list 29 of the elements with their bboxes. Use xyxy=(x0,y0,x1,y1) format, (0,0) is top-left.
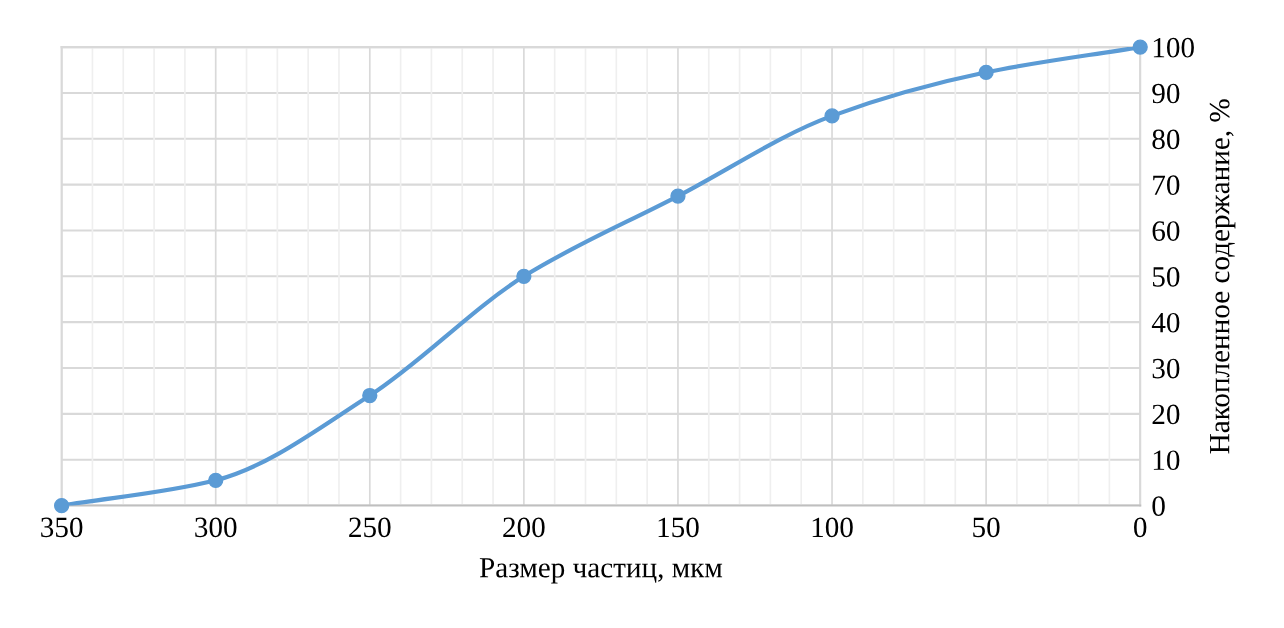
y-tick-label: 0 xyxy=(1152,496,1165,516)
y-tick-label: 80 xyxy=(1152,129,1180,150)
y-tick-label: 70 xyxy=(1153,175,1180,196)
y-axis-title: Накопленное содержание, % xyxy=(1209,99,1236,454)
x-tick-label: 300 xyxy=(195,517,237,538)
point xyxy=(516,268,532,284)
point xyxy=(1132,39,1148,55)
x-tick-label: 0 xyxy=(1134,517,1147,538)
y-tick-label: 60 xyxy=(1152,221,1180,241)
x-axis-title: Размер частиц, мкм xyxy=(479,558,723,584)
x-tick-label: 250 xyxy=(349,517,391,538)
y-tick-label: 20 xyxy=(1152,404,1180,425)
y-tick-label: 40 xyxy=(1151,312,1180,333)
x-tick-label: 200 xyxy=(503,517,545,538)
y-tick-label: 90 xyxy=(1152,83,1180,104)
y-tick-label: 50 xyxy=(1153,267,1180,287)
x-tick-label: 50 xyxy=(973,517,1000,538)
point xyxy=(208,472,224,488)
y-tick-label: 30 xyxy=(1152,358,1180,379)
point xyxy=(53,497,70,514)
x-tick-label: 150 xyxy=(658,517,699,538)
point xyxy=(670,188,686,204)
point xyxy=(978,64,994,80)
point xyxy=(362,387,378,404)
point xyxy=(824,108,840,124)
y-tick-label: 10 xyxy=(1153,450,1180,471)
x-tick-label: 350 xyxy=(41,517,83,538)
y-tick-label: 100 xyxy=(1153,37,1194,58)
x-tick-label: 100 xyxy=(812,517,853,538)
